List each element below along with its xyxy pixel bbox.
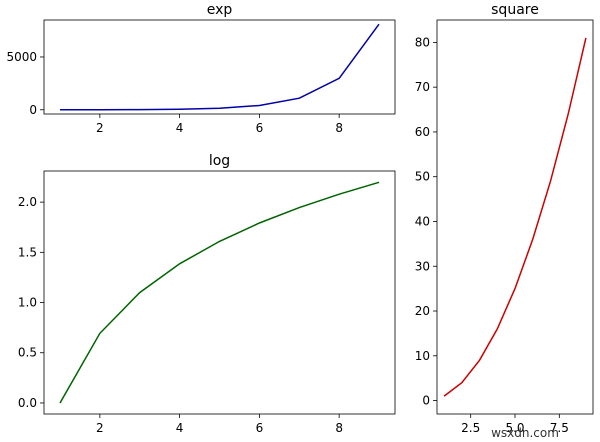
y-tick-label: 80 [415,35,430,49]
chart-title: log [209,153,230,169]
x-tick-label: 2 [96,121,104,135]
axes-frame [43,170,396,415]
x-tick-label: 8 [335,121,343,135]
y-tick-label: 70 [415,80,430,94]
chart-title: exp [207,2,233,18]
axes-frame [43,19,396,115]
y-tick-label: 50 [415,170,430,184]
y-tick-label: 0 [29,103,37,117]
y-tick-label: 1.5 [18,245,37,259]
axes-square: square 2.5 5.0 7.5 0 10 20 30 40 50 60 70 80 [415,2,594,435]
y-tick-label: 60 [415,125,430,139]
x-tick-label: 7.5 [550,421,569,435]
line-series-log [59,181,380,404]
x-tick-label: 6 [256,421,264,435]
y-tick-label: 20 [415,304,430,318]
line-series-square [443,37,587,397]
x-tick-label: 6 [256,121,264,135]
x-tick-label: 8 [335,421,343,435]
line-series-exp [60,23,380,111]
y-tick-label: 5000 [6,50,37,64]
y-tick-label: 0.5 [18,346,37,360]
y-tick-label: 0 [422,394,430,408]
watermark: wsxdn.com [491,426,559,440]
x-tick-label: 4 [176,421,184,435]
y-tick-label: 0.0 [18,396,37,410]
y-tick-label: 1.0 [18,296,37,310]
x-tick-label: 2.5 [461,421,480,435]
y-tick-label: 40 [415,214,430,228]
x-tick-label: 4 [176,121,184,135]
axes-exp: exp 2 4 6 8 0 5000 [6,2,396,135]
y-tick-label: 30 [415,259,430,273]
x-tick-label: 2 [96,421,104,435]
axes-log: log 2 4 6 8 0.0 0.5 1.0 1.5 2.0 [18,153,396,435]
x-tick-label: 5.0 [505,421,524,435]
y-tick-label: 2.0 [18,195,37,209]
chart-title: square [491,2,539,18]
axes-frame [436,19,594,415]
y-tick-label: 10 [415,349,430,363]
